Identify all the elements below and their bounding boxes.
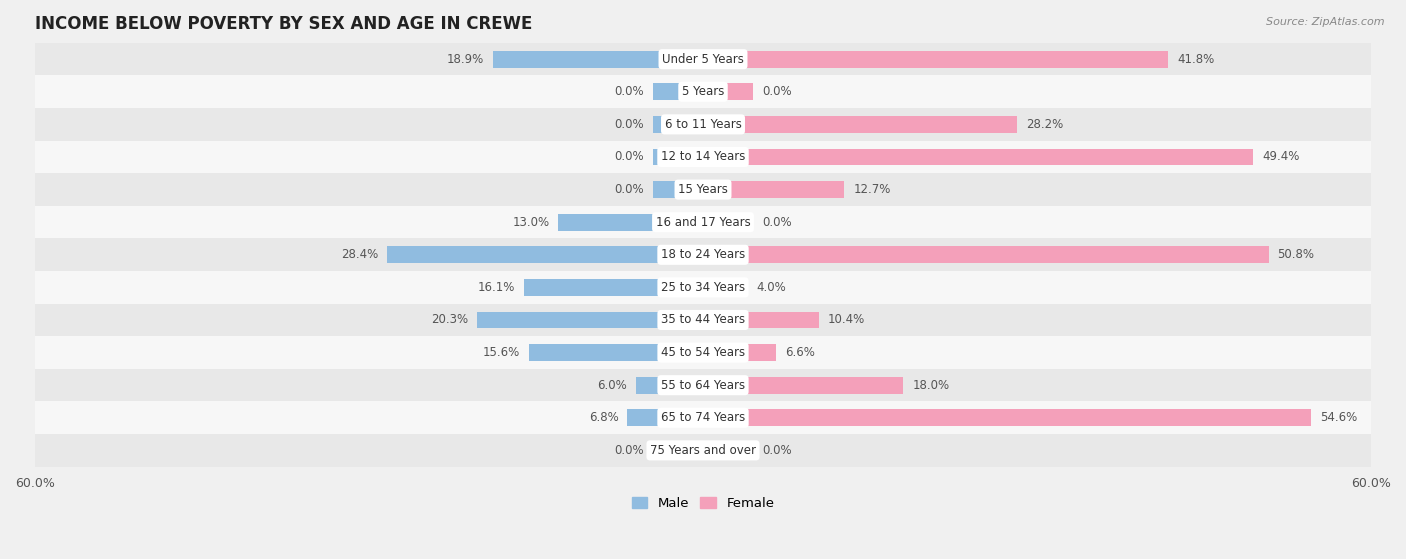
Bar	[652, 149, 703, 165]
Text: Under 5 Years: Under 5 Years	[662, 53, 744, 66]
Text: 28.2%: 28.2%	[1026, 118, 1063, 131]
Text: 75 Years and over: 75 Years and over	[650, 444, 756, 457]
Bar	[703, 409, 1310, 427]
Bar	[703, 51, 1168, 68]
Bar	[35, 75, 1371, 108]
Bar	[627, 409, 703, 427]
Bar	[558, 214, 703, 231]
Text: 6 to 11 Years: 6 to 11 Years	[665, 118, 741, 131]
Bar	[636, 377, 703, 394]
Text: 15 Years: 15 Years	[678, 183, 728, 196]
Bar	[703, 181, 845, 198]
Text: 49.4%: 49.4%	[1263, 150, 1299, 163]
Text: 54.6%: 54.6%	[1320, 411, 1357, 424]
Legend: Male, Female: Male, Female	[626, 491, 780, 515]
Bar	[35, 239, 1371, 271]
Bar	[35, 43, 1371, 75]
Text: 15.6%: 15.6%	[484, 346, 520, 359]
Bar	[703, 344, 776, 361]
Bar	[652, 116, 703, 133]
Text: 18 to 24 Years: 18 to 24 Years	[661, 248, 745, 261]
Text: 16.1%: 16.1%	[478, 281, 515, 294]
Text: 25 to 34 Years: 25 to 34 Years	[661, 281, 745, 294]
Bar	[703, 279, 748, 296]
Text: 0.0%: 0.0%	[614, 118, 644, 131]
Bar	[35, 108, 1371, 141]
Text: 6.6%: 6.6%	[786, 346, 815, 359]
Text: 28.4%: 28.4%	[340, 248, 378, 261]
Bar	[652, 181, 703, 198]
Bar	[35, 434, 1371, 467]
Text: 4.0%: 4.0%	[756, 281, 786, 294]
Bar	[35, 337, 1371, 369]
Text: 0.0%: 0.0%	[762, 86, 792, 98]
Bar	[652, 442, 703, 459]
Bar	[35, 173, 1371, 206]
Text: 50.8%: 50.8%	[1278, 248, 1315, 261]
Text: 0.0%: 0.0%	[762, 216, 792, 229]
Bar	[529, 344, 703, 361]
Text: 5 Years: 5 Years	[682, 86, 724, 98]
Text: INCOME BELOW POVERTY BY SEX AND AGE IN CREWE: INCOME BELOW POVERTY BY SEX AND AGE IN C…	[35, 15, 533, 33]
Text: 6.0%: 6.0%	[598, 378, 627, 392]
Text: Source: ZipAtlas.com: Source: ZipAtlas.com	[1267, 17, 1385, 27]
Bar	[703, 214, 754, 231]
Text: 0.0%: 0.0%	[614, 444, 644, 457]
Text: 13.0%: 13.0%	[512, 216, 550, 229]
Text: 45 to 54 Years: 45 to 54 Years	[661, 346, 745, 359]
Text: 35 to 44 Years: 35 to 44 Years	[661, 314, 745, 326]
Text: 12 to 14 Years: 12 to 14 Years	[661, 150, 745, 163]
Text: 12.7%: 12.7%	[853, 183, 890, 196]
Bar	[703, 442, 754, 459]
Bar	[35, 141, 1371, 173]
Text: 41.8%: 41.8%	[1177, 53, 1215, 66]
Bar	[652, 83, 703, 100]
Text: 55 to 64 Years: 55 to 64 Years	[661, 378, 745, 392]
Text: 0.0%: 0.0%	[614, 150, 644, 163]
Bar	[492, 51, 703, 68]
Bar	[703, 83, 754, 100]
Bar	[387, 247, 703, 263]
Text: 10.4%: 10.4%	[828, 314, 865, 326]
Bar	[35, 369, 1371, 401]
Text: 0.0%: 0.0%	[614, 183, 644, 196]
Bar	[35, 401, 1371, 434]
Text: 65 to 74 Years: 65 to 74 Years	[661, 411, 745, 424]
Bar	[703, 149, 1253, 165]
Text: 0.0%: 0.0%	[762, 444, 792, 457]
Text: 20.3%: 20.3%	[432, 314, 468, 326]
Bar	[703, 377, 904, 394]
Bar	[703, 247, 1268, 263]
Text: 18.0%: 18.0%	[912, 378, 949, 392]
Text: 16 and 17 Years: 16 and 17 Years	[655, 216, 751, 229]
Bar	[35, 271, 1371, 304]
Bar	[703, 116, 1017, 133]
Text: 18.9%: 18.9%	[446, 53, 484, 66]
Bar	[477, 311, 703, 329]
Text: 6.8%: 6.8%	[589, 411, 619, 424]
Bar	[35, 304, 1371, 337]
Bar	[703, 311, 818, 329]
Bar	[35, 206, 1371, 239]
Bar	[524, 279, 703, 296]
Text: 0.0%: 0.0%	[614, 86, 644, 98]
